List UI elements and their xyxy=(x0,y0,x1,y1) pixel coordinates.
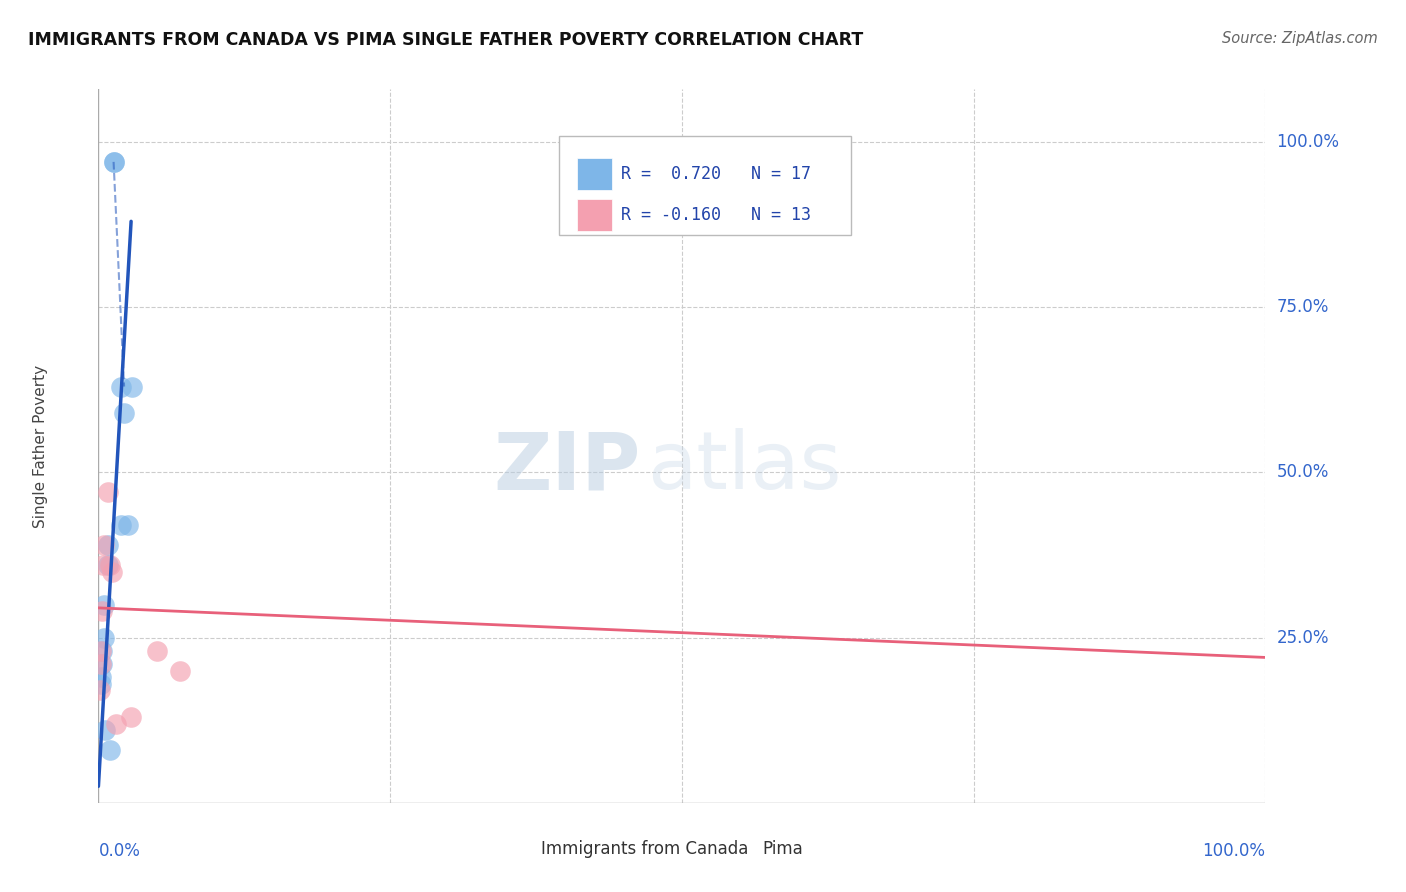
Point xyxy=(169,664,191,678)
Point xyxy=(93,538,115,552)
Point xyxy=(90,670,112,684)
Text: ZIP: ZIP xyxy=(494,428,641,507)
Text: R =  0.720   N = 17: R = 0.720 N = 17 xyxy=(621,165,811,184)
Point xyxy=(97,538,120,552)
Point xyxy=(90,644,112,658)
Point xyxy=(120,710,142,724)
Text: 50.0%: 50.0% xyxy=(1277,464,1329,482)
Point xyxy=(97,485,120,500)
Point xyxy=(90,644,112,658)
Point xyxy=(121,379,143,393)
Point xyxy=(89,683,111,698)
Bar xyxy=(513,838,538,860)
Text: IMMIGRANTS FROM CANADA VS PIMA SINGLE FATHER POVERTY CORRELATION CHART: IMMIGRANTS FROM CANADA VS PIMA SINGLE FA… xyxy=(28,31,863,49)
Text: 25.0%: 25.0% xyxy=(1277,629,1329,647)
Point xyxy=(101,565,124,579)
Text: Source: ZipAtlas.com: Source: ZipAtlas.com xyxy=(1222,31,1378,46)
Text: 100.0%: 100.0% xyxy=(1277,133,1340,151)
Text: atlas: atlas xyxy=(647,428,841,507)
Point xyxy=(90,677,112,691)
Point xyxy=(90,657,112,671)
Point xyxy=(103,154,125,169)
Point xyxy=(93,598,115,612)
Point xyxy=(103,154,125,169)
Point xyxy=(146,644,169,658)
Point xyxy=(91,558,114,572)
Point xyxy=(97,558,120,572)
Bar xyxy=(576,159,612,191)
Bar xyxy=(734,838,761,860)
Point xyxy=(94,723,117,738)
Text: Single Father Poverty: Single Father Poverty xyxy=(32,365,48,527)
Point xyxy=(110,379,132,393)
Point xyxy=(90,657,112,671)
Point xyxy=(93,631,115,645)
Point xyxy=(117,518,139,533)
Point xyxy=(98,558,121,572)
Text: 0.0%: 0.0% xyxy=(98,842,141,860)
Point xyxy=(112,406,135,420)
Text: Immigrants from Canada: Immigrants from Canada xyxy=(541,840,748,858)
Point xyxy=(110,518,132,533)
Text: R = -0.160   N = 13: R = -0.160 N = 13 xyxy=(621,206,811,224)
Text: Pima: Pima xyxy=(762,840,803,858)
Text: 100.0%: 100.0% xyxy=(1202,842,1265,860)
Text: 75.0%: 75.0% xyxy=(1277,298,1329,317)
Point xyxy=(90,604,112,618)
Bar xyxy=(576,199,612,231)
Point xyxy=(98,743,121,757)
Point xyxy=(104,716,127,731)
FancyBboxPatch shape xyxy=(560,136,851,235)
